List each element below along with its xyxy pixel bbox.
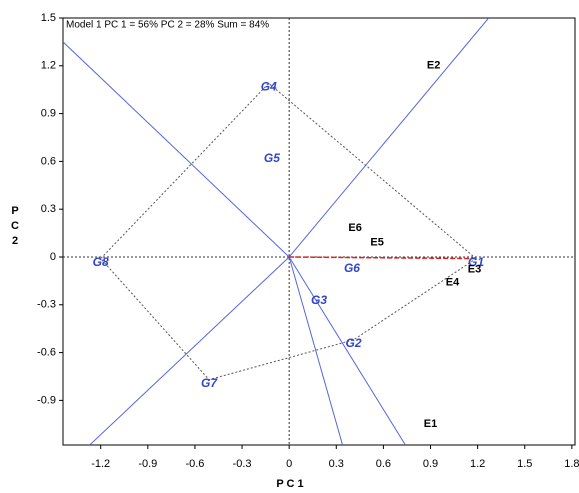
y-tick-label: 0.6 (41, 155, 56, 167)
y-tick-label: -0.9 (37, 394, 56, 406)
mean-axis (289, 256, 477, 260)
sector-ray (288, 18, 490, 258)
x-axis-label: P C 1 (276, 478, 303, 490)
sector-ray (63, 41, 290, 258)
sector-ray (288, 256, 406, 445)
y-tick-label: 1.5 (41, 12, 56, 24)
environment-label: E6 (348, 222, 361, 234)
x-tick-label: 1.2 (470, 458, 485, 470)
x-tick-label: 0 (286, 458, 292, 470)
genotype-label: G2 (346, 336, 362, 350)
genotype-label: G1 (468, 255, 484, 269)
x-tick-label: -1.2 (91, 458, 110, 470)
x-tick-label: 0.6 (376, 458, 391, 470)
genotype-label: G8 (93, 255, 109, 269)
environment-label: E2 (427, 60, 440, 72)
environment-label: E3 (468, 264, 481, 276)
y-tick-label: -0.3 (37, 299, 56, 311)
x-tick-label: -0.3 (233, 458, 252, 470)
x-tick-label: -0.9 (138, 458, 157, 470)
y-tick-label: 1.2 (41, 60, 56, 72)
sector-ray (288, 256, 344, 445)
y-tick-label: 0 (50, 251, 56, 263)
x-tick-label: 0.9 (423, 458, 438, 470)
y-tick-label: -0.6 (37, 346, 56, 358)
genotype-label: G7 (201, 376, 218, 390)
genotype-label: G3 (311, 293, 327, 307)
x-tick-label: 0.3 (329, 458, 344, 470)
y-tick-label: 0.9 (41, 108, 56, 120)
plot-frame (62, 17, 576, 446)
x-tick-label: 1.5 (517, 458, 532, 470)
x-tick-label: 1.8 (564, 458, 579, 470)
plot-area (63, 18, 575, 445)
genotype-label: G5 (264, 151, 280, 165)
y-tick-label: 0.3 (41, 203, 56, 215)
x-tick-label: -0.6 (185, 458, 204, 470)
environment-label: E1 (424, 418, 437, 430)
environment-label: E5 (370, 237, 383, 249)
convex-hull (100, 82, 477, 381)
sector-ray (89, 256, 290, 445)
genotype-label: G4 (261, 79, 277, 93)
chart-title: Model 1 PC 1 = 56% PC 2 = 28% Sum = 84% (66, 20, 269, 31)
genotype-label: G6 (344, 261, 360, 275)
environment-label: E4 (446, 276, 460, 288)
